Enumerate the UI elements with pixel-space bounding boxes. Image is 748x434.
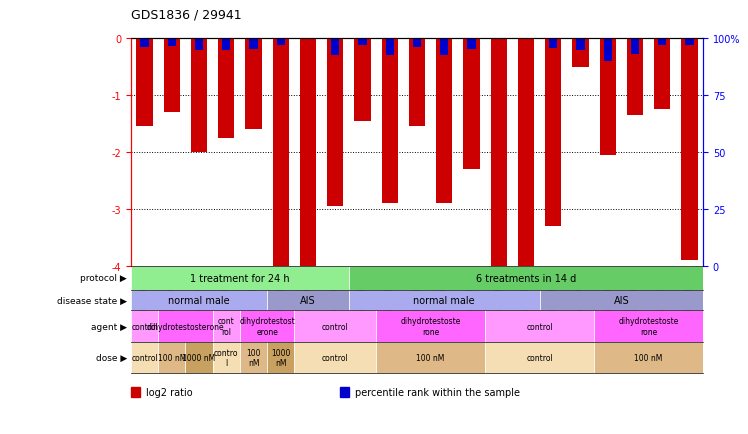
Bar (212, 311, 240, 342)
Bar (245, 39, 262, 130)
Bar (545, 39, 562, 226)
Text: 100 nM: 100 nM (158, 353, 186, 362)
Text: dihydrotestosterone: dihydrotestosterone (147, 322, 224, 331)
Bar (468, 39, 476, 49)
Text: normal male: normal male (168, 296, 230, 305)
Bar (131, 266, 349, 290)
Bar (413, 39, 421, 48)
Bar (249, 39, 257, 50)
Bar (240, 311, 295, 342)
Bar (549, 39, 557, 49)
Bar (594, 311, 703, 342)
Text: contro
l: contro l (214, 348, 239, 367)
Bar (577, 39, 585, 50)
Bar (136, 39, 153, 127)
Text: control: control (322, 322, 349, 331)
Bar (295, 311, 376, 342)
Bar (349, 290, 539, 311)
Text: dihydrotestoste
rone: dihydrotestoste rone (400, 317, 461, 336)
Text: cont
rol: cont rol (218, 317, 235, 336)
Text: 100
nM: 100 nM (246, 348, 261, 367)
Text: 1 treatment for 24 h: 1 treatment for 24 h (190, 273, 289, 283)
Bar (141, 39, 149, 48)
Bar (436, 39, 453, 204)
Bar (131, 311, 158, 342)
Bar (131, 290, 267, 311)
Bar (485, 342, 594, 373)
Bar (376, 311, 485, 342)
Text: GDS1836 / 29941: GDS1836 / 29941 (131, 9, 242, 22)
Text: control: control (322, 353, 349, 362)
Bar (191, 39, 207, 152)
Bar (327, 39, 343, 207)
Bar (240, 342, 267, 373)
Bar (277, 39, 285, 46)
Bar (572, 39, 589, 67)
Text: control: control (527, 353, 553, 362)
Text: AIS: AIS (613, 296, 629, 305)
Bar (272, 39, 289, 266)
Bar (539, 290, 703, 311)
Bar (654, 39, 670, 110)
Bar (131, 342, 158, 373)
Text: disease state ▶: disease state ▶ (57, 296, 127, 305)
Text: 1000 nM: 1000 nM (183, 353, 215, 362)
Bar (376, 342, 485, 373)
Text: agent ▶: agent ▶ (91, 322, 127, 331)
Bar (600, 39, 616, 155)
Bar (267, 290, 349, 311)
Bar (300, 39, 316, 266)
Bar (386, 39, 394, 56)
Bar (186, 342, 212, 373)
Text: 6 treatments in 14 d: 6 treatments in 14 d (476, 273, 576, 283)
Text: 100 nM: 100 nM (634, 353, 663, 362)
Bar (381, 39, 398, 204)
Text: control: control (527, 322, 553, 331)
Text: dihydrotestoste
rone: dihydrotestoste rone (619, 317, 679, 336)
Bar (518, 39, 534, 266)
Text: protocol ▶: protocol ▶ (80, 273, 127, 283)
Bar (594, 342, 703, 373)
Bar (440, 39, 448, 56)
Bar (658, 39, 666, 46)
Bar (267, 342, 295, 373)
Bar (409, 39, 425, 127)
Bar (158, 342, 186, 373)
Text: dose ▶: dose ▶ (96, 353, 127, 362)
Text: 100 nM: 100 nM (417, 353, 445, 362)
Bar (212, 342, 240, 373)
Bar (349, 266, 703, 290)
Bar (331, 39, 340, 56)
Bar (463, 39, 479, 170)
Bar (358, 39, 367, 46)
Bar (218, 39, 234, 138)
Text: AIS: AIS (300, 296, 316, 305)
Text: log2 ratio: log2 ratio (146, 388, 192, 397)
Bar (222, 39, 230, 51)
Bar (491, 39, 507, 266)
Bar (164, 39, 180, 113)
Bar (195, 39, 203, 50)
Text: percentile rank within the sample: percentile rank within the sample (355, 388, 521, 397)
Bar (604, 39, 612, 62)
Text: 1000
nM: 1000 nM (271, 348, 290, 367)
Bar (681, 39, 698, 260)
Bar (168, 39, 176, 46)
Bar (295, 342, 376, 373)
Bar (158, 311, 212, 342)
Bar (485, 311, 594, 342)
Bar (627, 39, 643, 116)
Text: normal male: normal male (414, 296, 475, 305)
Bar (631, 39, 639, 54)
Bar (685, 39, 693, 46)
Text: control: control (131, 353, 158, 362)
Bar (355, 39, 371, 122)
Text: control: control (131, 322, 158, 331)
Text: dihydrotestost
erone: dihydrotestost erone (239, 317, 295, 336)
